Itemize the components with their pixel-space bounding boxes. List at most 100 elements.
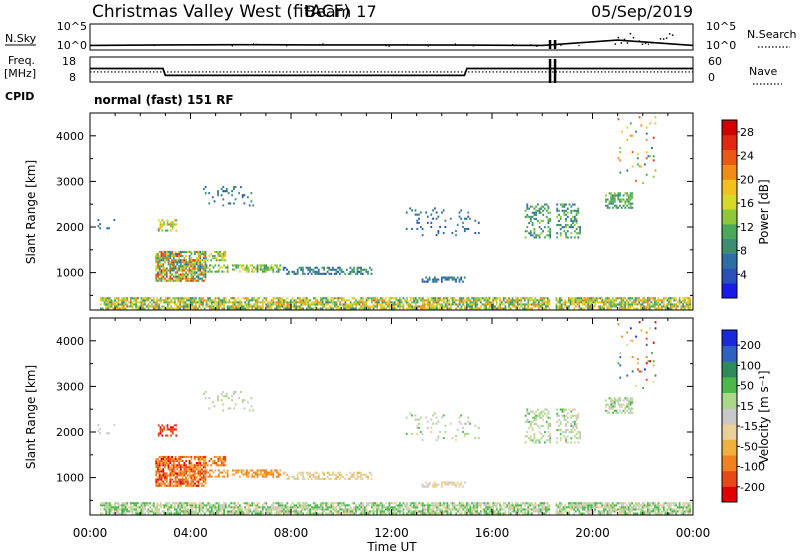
power-cell [607,199,609,201]
velocity-cell [380,510,382,512]
power-cell [302,297,304,299]
velocity-cell [466,504,468,506]
power-cell [560,234,562,236]
power-cell [167,223,169,225]
power-cell [612,301,614,303]
power-cell [192,297,194,299]
power-cell [647,301,649,303]
power-cell [485,301,487,303]
power-cell [98,225,100,227]
power-cell [498,305,500,307]
velocity-cell [223,502,225,504]
velocity-cell [192,483,194,485]
velocity-cell [365,474,367,476]
power-cell [587,308,589,310]
power-cell [528,222,530,224]
power-cell [540,303,542,305]
power-cell [376,301,378,303]
power-cell [578,308,580,310]
power-cell [670,299,672,301]
velocity-cell [350,478,352,480]
velocity-cell [424,510,426,512]
power-cell [194,272,196,274]
velocity-cell [189,464,191,466]
power-cell [654,308,656,310]
velocity-cell [642,502,644,504]
power-cell [146,297,148,299]
velocity-cell [265,469,267,471]
velocity-cell [642,506,644,508]
power-cell [454,301,456,303]
velocity-cell [161,474,163,476]
velocity-cell [336,513,338,515]
velocity-cell [185,510,187,512]
velocity-cell [548,413,550,415]
power-cell [689,305,691,307]
power-cell [512,299,514,301]
velocity-cell [436,513,438,515]
power-cell [311,273,313,275]
velocity-cell [159,485,161,487]
power-cell [322,299,324,301]
power-cell [339,297,341,299]
power-cell [535,303,537,305]
velocity-cell [192,481,194,483]
velocity-cell [619,513,621,515]
power-cell [184,265,186,267]
velocity-cell [586,510,588,512]
power-cell [656,299,658,301]
velocity-cell [434,510,436,512]
power-cell [460,209,462,211]
velocity-cell [538,510,540,512]
power-cell [194,274,196,276]
date-label: 05/Sep/2019 [591,2,693,21]
power-cell [629,299,631,301]
velocity-cell [171,472,173,474]
power-cell [567,208,569,210]
velocity-cell [454,508,456,510]
velocity-cell [394,508,396,510]
power-cell [612,197,614,199]
noise-sky-line [90,40,693,45]
velocity-cell [185,460,187,462]
velocity-cell [171,456,173,458]
velocity-cell [207,502,209,504]
velocity-cell [155,506,157,508]
velocity-cell [431,510,433,512]
power-cell [589,301,591,303]
velocity-cell [654,508,656,510]
power-cell [434,301,436,303]
power-cell [658,303,660,305]
velocity-cell [327,506,329,508]
velocity-cell [175,464,177,466]
velocity-cell [475,502,477,504]
power-cell [647,305,649,307]
power-cell [666,299,668,301]
power-cell [565,236,567,238]
velocity-cell [267,513,269,515]
velocity-cell [175,435,177,437]
power-cell [287,303,289,305]
velocity-cell [156,506,158,508]
velocity-cell [135,513,137,515]
velocity-cell [126,502,128,504]
velocity-cell [251,513,253,515]
power-cell [460,277,462,279]
power-cell [503,297,505,299]
power-cell [274,264,276,266]
noise-search-dot [407,44,408,45]
power-cell [549,230,551,232]
velocity-cell [175,470,177,472]
velocity-cell [387,510,389,512]
velocity-cell [253,510,255,512]
velocity-cell [452,508,454,510]
power-cell [148,305,150,307]
power-cell [615,299,617,301]
power-cell [352,308,354,310]
velocity-cell [649,502,651,504]
velocity-cell [626,504,628,506]
power-cell [416,220,418,222]
power-cell [454,303,456,305]
power-cell [618,157,620,159]
power-cell [118,303,120,305]
